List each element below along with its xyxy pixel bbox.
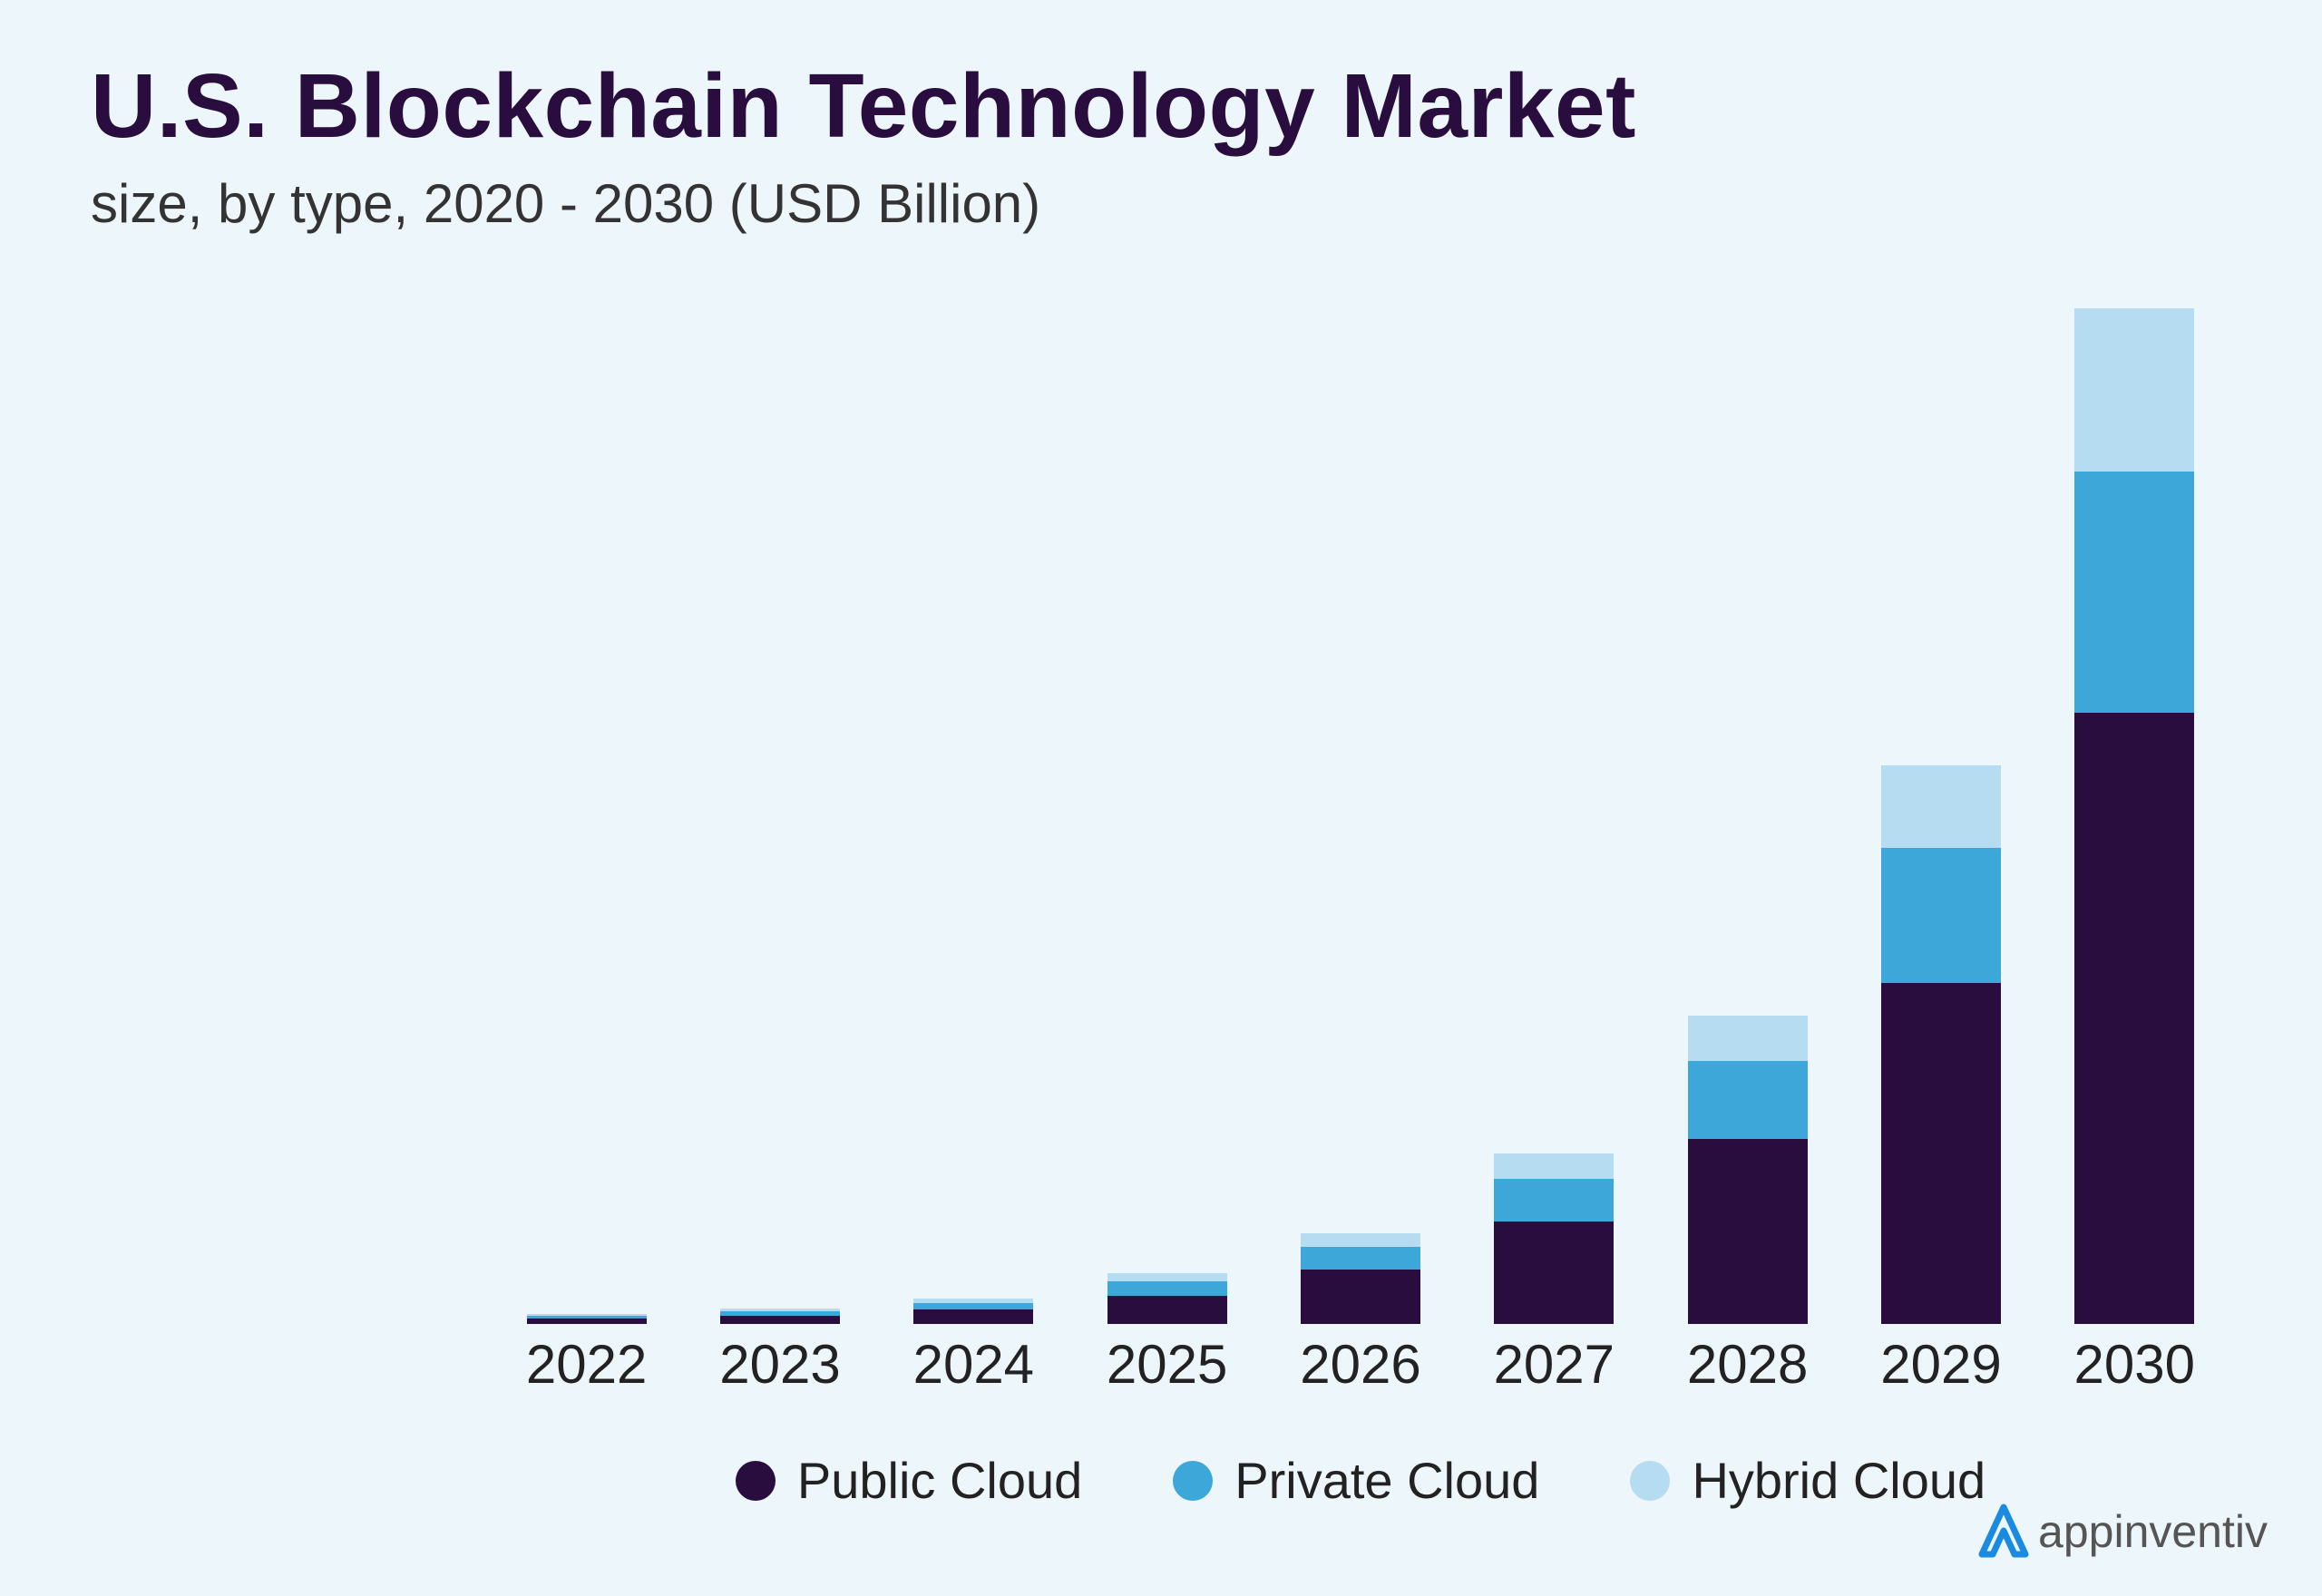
bar-segment: [720, 1316, 840, 1324]
bar-segment: [913, 1309, 1033, 1324]
legend-item: Public Cloud: [736, 1451, 1082, 1510]
bar-segment: [2074, 472, 2194, 713]
stacked-bar: [527, 1314, 647, 1324]
bar-slot: [1070, 308, 1263, 1324]
x-axis-label: 2025: [1070, 1333, 1263, 1396]
bar-slot: [490, 308, 683, 1324]
bar-segment: [1301, 1270, 1420, 1324]
x-axis-label: 2030: [2038, 1333, 2231, 1396]
x-axis-label: 2022: [490, 1333, 683, 1396]
brand-logo-icon: [1978, 1504, 2029, 1560]
legend-item: Private Cloud: [1173, 1451, 1539, 1510]
chart-subtitle: size, by type, 2020 - 2030 (USD Billion): [91, 172, 1040, 235]
bar-segment: [527, 1319, 647, 1324]
stacked-bar: [1688, 1016, 1808, 1324]
bar-slot: [2038, 308, 2231, 1324]
legend-swatch: [1173, 1461, 1213, 1501]
x-axis-label: 2024: [877, 1333, 1070, 1396]
chart-canvas: U.S. Blockchain Technology Market size, …: [0, 0, 2322, 1596]
bar-slot: [1651, 308, 1844, 1324]
stacked-bar: [1881, 765, 2001, 1324]
bar-slot: [1263, 308, 1457, 1324]
chart-title: U.S. Blockchain Technology Market: [91, 54, 1636, 159]
bar-segment: [1494, 1179, 1614, 1221]
stacked-bar: [1494, 1153, 1614, 1324]
bar-segment: [1881, 848, 2001, 983]
x-axis-label: 2028: [1651, 1333, 1844, 1396]
bar-segment: [1301, 1247, 1420, 1270]
bar-segment: [1494, 1153, 1614, 1179]
stacked-bar: [2074, 308, 2194, 1324]
bar-segment: [1301, 1233, 1420, 1248]
stacked-bar: [720, 1309, 840, 1324]
x-axis-label: 2029: [1844, 1333, 2037, 1396]
legend-label: Public Cloud: [797, 1451, 1082, 1510]
bar-slot: [877, 308, 1070, 1324]
bar-segment: [1688, 1061, 1808, 1139]
bar-slot: [1458, 308, 1651, 1324]
bar-segment: [1881, 765, 2001, 848]
bar-segment: [1107, 1296, 1227, 1324]
x-axis-label: 2026: [1263, 1333, 1457, 1396]
bar-slot: [683, 308, 876, 1324]
legend-swatch: [736, 1461, 776, 1501]
stacked-bar: [913, 1299, 1033, 1324]
stacked-bar: [1301, 1233, 1420, 1324]
bar-segment: [1494, 1221, 1614, 1324]
stacked-bar: [1107, 1273, 1227, 1324]
x-axis-label: 2027: [1458, 1333, 1651, 1396]
bar-segment: [1688, 1139, 1808, 1324]
bar-segment: [1688, 1016, 1808, 1061]
legend-label: Private Cloud: [1234, 1451, 1539, 1510]
bar-segment: [1881, 983, 2001, 1324]
bars-row: [490, 308, 2231, 1324]
brand-logo: appinventiv: [1978, 1504, 2268, 1560]
bar-segment: [1107, 1273, 1227, 1281]
brand-logo-text: appinventiv: [2038, 1505, 2268, 1558]
legend-label: Hybrid Cloud: [1692, 1451, 1985, 1510]
bar-slot: [1844, 308, 2037, 1324]
bar-segment: [913, 1303, 1033, 1310]
bar-segment: [2074, 713, 2194, 1324]
legend: Public Cloud Private Cloud Hybrid Cloud: [490, 1451, 2231, 1510]
bar-segment: [1107, 1281, 1227, 1296]
legend-swatch: [1630, 1461, 1670, 1501]
plot-area: [490, 308, 2231, 1324]
x-axis-label: 2023: [683, 1333, 876, 1396]
bar-segment: [2074, 308, 2194, 472]
x-axis-labels: 202220232024202520262027202820292030: [490, 1333, 2231, 1396]
legend-item: Hybrid Cloud: [1630, 1451, 1985, 1510]
